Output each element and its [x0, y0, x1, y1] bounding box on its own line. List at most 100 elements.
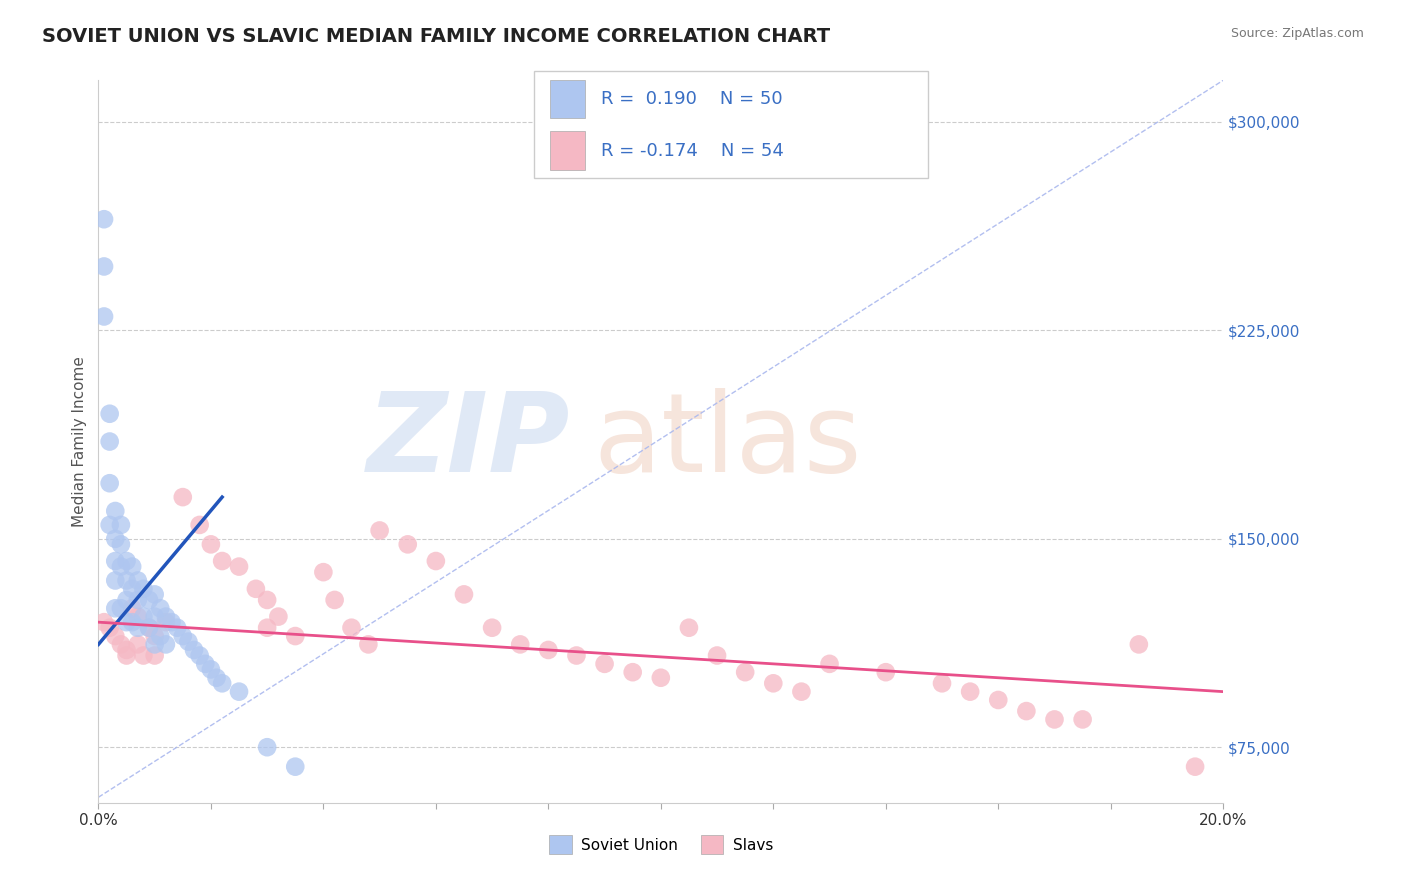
- Point: [98, 621, 121, 635]
- Point: [762, 676, 785, 690]
- Point: [104, 629, 127, 643]
- Point: [678, 621, 700, 635]
- Point: [228, 559, 250, 574]
- Point: [183, 643, 205, 657]
- Point: [194, 657, 217, 671]
- Point: [138, 621, 160, 635]
- Point: [143, 609, 166, 624]
- FancyBboxPatch shape: [550, 131, 585, 169]
- Point: [368, 524, 391, 538]
- Point: [115, 615, 138, 630]
- Point: [127, 637, 149, 651]
- Point: [104, 574, 127, 588]
- Point: [104, 554, 127, 568]
- Point: [155, 609, 177, 624]
- Point: [132, 582, 155, 596]
- Point: [537, 643, 560, 657]
- Text: R = -0.174    N = 54: R = -0.174 N = 54: [602, 142, 785, 160]
- Point: [93, 615, 115, 630]
- Point: [188, 517, 211, 532]
- Point: [132, 648, 155, 663]
- Text: atlas: atlas: [593, 388, 862, 495]
- Point: [98, 517, 121, 532]
- Point: [188, 648, 211, 663]
- Point: [115, 593, 138, 607]
- Point: [98, 476, 121, 491]
- Point: [155, 637, 177, 651]
- Point: [340, 621, 363, 635]
- Point: [228, 684, 250, 698]
- Point: [256, 740, 278, 755]
- Point: [1015, 704, 1038, 718]
- Point: [931, 676, 953, 690]
- Point: [132, 609, 155, 624]
- Point: [143, 648, 166, 663]
- Point: [565, 648, 588, 663]
- Point: [110, 601, 132, 615]
- Point: [200, 662, 222, 676]
- Point: [115, 574, 138, 588]
- Point: [127, 609, 149, 624]
- Point: [93, 310, 115, 324]
- Point: [98, 434, 121, 449]
- Point: [211, 554, 233, 568]
- Point: [1071, 713, 1094, 727]
- Point: [396, 537, 419, 551]
- Point: [323, 593, 346, 607]
- Point: [98, 407, 121, 421]
- Point: [211, 676, 233, 690]
- Point: [149, 629, 172, 643]
- Point: [621, 665, 644, 680]
- Point: [734, 665, 756, 680]
- Point: [104, 601, 127, 615]
- Point: [110, 559, 132, 574]
- Point: [104, 532, 127, 546]
- Point: [245, 582, 267, 596]
- Point: [284, 629, 307, 643]
- Point: [115, 554, 138, 568]
- Point: [959, 684, 981, 698]
- Point: [115, 643, 138, 657]
- Point: [149, 601, 172, 615]
- Point: [453, 587, 475, 601]
- FancyBboxPatch shape: [550, 80, 585, 119]
- Point: [267, 609, 290, 624]
- Point: [143, 637, 166, 651]
- Point: [127, 593, 149, 607]
- Text: R =  0.190    N = 50: R = 0.190 N = 50: [602, 90, 783, 108]
- Point: [143, 629, 166, 643]
- Point: [875, 665, 897, 680]
- Point: [1128, 637, 1150, 651]
- Point: [110, 637, 132, 651]
- Point: [481, 621, 503, 635]
- Point: [121, 582, 143, 596]
- Point: [706, 648, 728, 663]
- Point: [138, 621, 160, 635]
- Point: [425, 554, 447, 568]
- Point: [127, 574, 149, 588]
- Point: [200, 537, 222, 551]
- Y-axis label: Median Family Income: Median Family Income: [72, 356, 87, 527]
- Point: [143, 587, 166, 601]
- Point: [93, 260, 115, 274]
- Text: Source: ZipAtlas.com: Source: ZipAtlas.com: [1230, 27, 1364, 40]
- Point: [256, 593, 278, 607]
- Legend: Soviet Union, Slavs: Soviet Union, Slavs: [543, 830, 779, 860]
- Point: [160, 615, 183, 630]
- Point: [121, 601, 143, 615]
- Point: [127, 621, 149, 635]
- Point: [593, 657, 616, 671]
- Point: [987, 693, 1010, 707]
- Point: [138, 593, 160, 607]
- Point: [357, 637, 380, 651]
- Text: ZIP: ZIP: [367, 388, 571, 495]
- Point: [1184, 760, 1206, 774]
- Point: [509, 637, 531, 651]
- Text: SOVIET UNION VS SLAVIC MEDIAN FAMILY INCOME CORRELATION CHART: SOVIET UNION VS SLAVIC MEDIAN FAMILY INC…: [42, 27, 831, 45]
- Point: [177, 634, 200, 648]
- Point: [110, 537, 132, 551]
- Point: [104, 504, 127, 518]
- Point: [93, 212, 115, 227]
- Point: [166, 621, 188, 635]
- Point: [650, 671, 672, 685]
